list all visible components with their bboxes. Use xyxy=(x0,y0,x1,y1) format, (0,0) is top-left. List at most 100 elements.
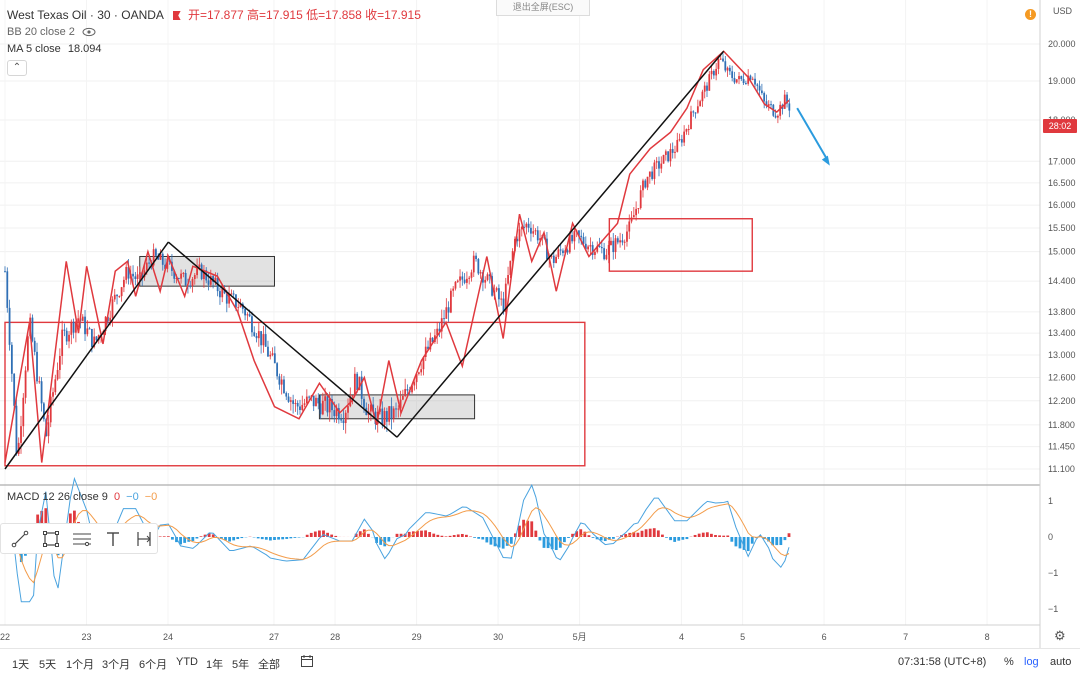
macd-bar xyxy=(158,536,162,537)
forecast-arrow-head[interactable] xyxy=(821,155,830,166)
range-5y[interactable]: 5年 xyxy=(232,659,250,671)
candle-body xyxy=(337,408,340,420)
range-all[interactable]: 全部 xyxy=(258,659,280,671)
macd-bar xyxy=(697,533,701,537)
range-1d[interactable]: 1天 xyxy=(12,659,30,671)
time-label: 7 xyxy=(903,632,908,642)
trend-line-tool-icon[interactable] xyxy=(9,528,31,550)
symbol-legend[interactable]: West Texas Oil · 30 · OANDA 开=17.877 高=1… xyxy=(7,6,421,23)
range-1y[interactable]: 1年 xyxy=(206,659,224,671)
trend-line[interactable] xyxy=(167,241,398,438)
candle-body xyxy=(584,243,587,250)
auto-toggle[interactable]: auto xyxy=(1050,656,1072,668)
rectangle-tool-icon[interactable] xyxy=(40,528,62,550)
candle-body xyxy=(388,406,391,422)
candle-body xyxy=(600,247,603,249)
alert-icon[interactable]: ! xyxy=(1025,9,1036,20)
zigzag-pattern-line[interactable] xyxy=(4,50,790,463)
settings-gear-icon[interactable]: ⚙ xyxy=(1054,628,1066,643)
macd-bar xyxy=(550,537,554,550)
candle-body xyxy=(559,249,562,251)
candle-body xyxy=(440,318,443,332)
macd-bar xyxy=(632,531,636,537)
macd-bar xyxy=(162,536,166,537)
candle-body xyxy=(447,307,450,313)
trend-line[interactable] xyxy=(396,50,725,438)
macd-bar xyxy=(636,532,640,537)
candle-body xyxy=(239,303,242,308)
candle-body xyxy=(235,294,237,308)
candle-body xyxy=(708,74,711,91)
candle-body xyxy=(214,277,217,282)
range-1m[interactable]: 1个月 xyxy=(66,659,95,671)
macd-bar xyxy=(452,535,456,537)
candle-body xyxy=(219,291,221,298)
candle-body xyxy=(740,76,743,80)
candle-body xyxy=(463,279,466,283)
macd-bar xyxy=(538,537,542,541)
pattern-boxes[interactable] xyxy=(4,218,753,467)
bb-legend[interactable]: BB 20 close 2 xyxy=(7,26,96,40)
pattern-rectangle[interactable] xyxy=(4,321,586,467)
candle-body xyxy=(754,78,756,85)
range-ytd[interactable]: YTD xyxy=(176,656,198,668)
clock-time[interactable]: 07:31:58 (UTC+8) xyxy=(898,656,987,668)
price-label: 13.000 xyxy=(1048,350,1076,360)
price-axis-labels[interactable]: 20.00019.00018.00017.00016.50016.00015.5… xyxy=(1048,39,1076,474)
candle-body xyxy=(450,290,452,313)
candle-body xyxy=(271,353,274,355)
candle-body xyxy=(692,111,695,113)
exit-fullscreen-hint[interactable]: 退出全屏(ESC) xyxy=(496,0,590,16)
trend-line[interactable] xyxy=(4,241,169,470)
eye-icon[interactable] xyxy=(82,27,96,40)
range-6m[interactable]: 6个月 xyxy=(139,659,168,671)
macd-bar xyxy=(416,530,419,537)
candle-body xyxy=(509,260,512,276)
candle-body xyxy=(10,344,13,374)
macd-bar xyxy=(358,531,362,537)
candle-body xyxy=(738,76,740,80)
candle-body xyxy=(248,314,251,317)
percent-toggle[interactable]: % xyxy=(1004,656,1014,668)
macd-bar xyxy=(395,533,399,537)
macd-bar xyxy=(465,534,468,537)
candle-body xyxy=(642,180,644,191)
macd-bar xyxy=(448,535,452,537)
date-range-icon[interactable] xyxy=(300,654,314,671)
pattern-rectangle[interactable] xyxy=(608,218,753,272)
candle-body xyxy=(431,337,434,343)
chart-canvas[interactable]: 20.00019.00018.00017.00016.50016.00015.5… xyxy=(0,0,1080,648)
range-5d[interactable]: 5天 xyxy=(39,659,57,671)
candle-body xyxy=(6,271,9,308)
text-tool-icon[interactable] xyxy=(102,528,124,550)
macd-bar xyxy=(260,537,264,540)
macd-value-3: −0 xyxy=(144,491,158,503)
macd-bar xyxy=(191,537,195,541)
macd-bar xyxy=(661,534,664,537)
macd-legend[interactable]: MACD 12 26 close 9 0 −0 −0 xyxy=(7,491,157,503)
range-3m[interactable]: 3个月 xyxy=(102,659,131,671)
candle-body xyxy=(461,276,464,280)
measure-tool-icon[interactable] xyxy=(133,528,155,550)
candle-body xyxy=(125,266,128,280)
candle-body xyxy=(674,151,676,153)
forecast-arrow[interactable] xyxy=(796,107,830,166)
fib-retracement-tool-icon[interactable] xyxy=(71,528,93,550)
currency-label: USD xyxy=(1053,6,1073,16)
candle-body xyxy=(63,329,66,331)
candle-body xyxy=(475,255,477,260)
time-axis-labels[interactable]: 22 23 24 27 28 29 30 5月 4 5 6 7 8 xyxy=(0,632,990,642)
collapse-legend-button[interactable]: ⌃ xyxy=(7,60,27,76)
log-toggle[interactable]: log xyxy=(1024,656,1039,668)
candle-body xyxy=(534,230,537,232)
macd-bar xyxy=(489,537,493,545)
forecast-arrow-shaft[interactable] xyxy=(796,107,829,162)
candle-body xyxy=(24,370,27,398)
trend-lines[interactable] xyxy=(4,50,725,470)
candle-body xyxy=(70,322,73,335)
candle-body xyxy=(26,336,29,371)
ma-legend[interactable]: MA 5 close 18.094 xyxy=(7,43,102,55)
macd-bar xyxy=(481,537,485,540)
candle-body xyxy=(552,255,555,263)
price-label: 19.000 xyxy=(1048,76,1076,86)
